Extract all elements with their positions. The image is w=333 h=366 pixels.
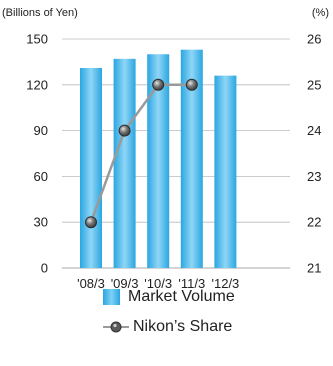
point-nikons-share xyxy=(152,78,165,91)
bar-market-volume xyxy=(80,68,102,268)
x-tick-label: '10/3 xyxy=(144,276,172,290)
legend-label-nikons-share: Nikon’s Share xyxy=(133,318,233,335)
legend-label-market-volume: Market Volume xyxy=(128,288,235,305)
y-left-tick-label: 0 xyxy=(41,261,48,276)
y-right-tick-label: 22 xyxy=(307,215,321,230)
y-right-tick-label: 26 xyxy=(307,32,321,47)
y-left-tick-label: 90 xyxy=(34,123,48,138)
y-left-tick-label: 30 xyxy=(34,215,48,230)
line-marker-swatch-icon xyxy=(103,319,129,335)
y-left-axis-label: (Billions of Yen) xyxy=(2,7,78,19)
x-tick-label: '12/3 xyxy=(212,276,240,290)
y-right-axis-label: (%) xyxy=(312,7,329,19)
point-nikons-share xyxy=(85,216,97,229)
y-left-tick-label: 150 xyxy=(26,32,48,47)
bar-market-volume xyxy=(113,58,136,269)
y-right-tick-label: 23 xyxy=(307,169,321,184)
point-nikons-share xyxy=(185,78,198,91)
y-left-tick-label: 120 xyxy=(26,77,48,92)
y-right-tick-label: 25 xyxy=(307,77,321,92)
bar-market-volume xyxy=(147,54,170,269)
bar-market-volume xyxy=(214,75,237,268)
chart: (Billions of Yen) (%) 0 30 60 90 120 150 21 22 2… xyxy=(2,7,329,290)
legend-item-market-volume: Market Volume xyxy=(103,288,235,306)
bar-swatch-icon xyxy=(103,289,120,305)
point-nikons-share xyxy=(118,124,131,137)
x-tick-label: '08/3 xyxy=(77,276,105,290)
line-nikons-share xyxy=(89,83,192,223)
y-left-tick-label: 60 xyxy=(34,169,48,184)
x-tick-label: '11/3 xyxy=(178,276,205,290)
y-right-tick-label: 21 xyxy=(307,261,321,276)
legend-item-nikons-share: Nikon’s Share xyxy=(103,318,232,336)
bar-market-volume xyxy=(180,49,203,268)
y-right-tick-label: 24 xyxy=(307,123,321,138)
x-tick-label: '09/3 xyxy=(111,276,139,290)
